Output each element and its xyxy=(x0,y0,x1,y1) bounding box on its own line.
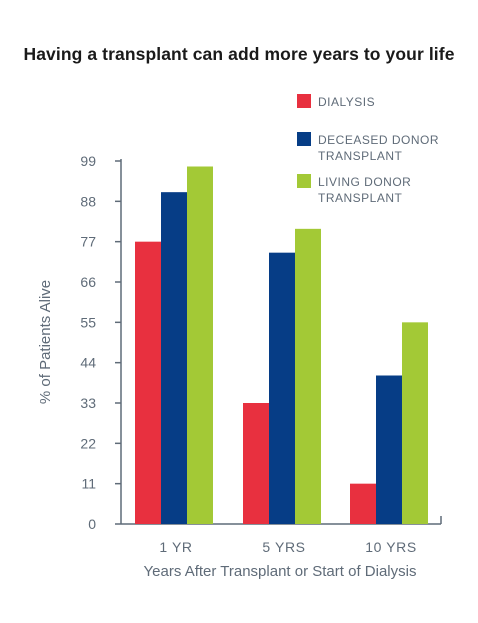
bar xyxy=(243,403,269,524)
chart-title: Having a transplant can add more years t… xyxy=(23,44,455,64)
bar xyxy=(350,483,376,524)
legend-label: LIVING DONOR xyxy=(318,175,411,189)
bar xyxy=(161,192,187,524)
y-tick-label: 22 xyxy=(80,435,96,451)
legend-label: DIALYSIS xyxy=(318,95,375,109)
y-tick-label: 0 xyxy=(88,516,96,532)
legend-label: TRANSPLANT xyxy=(318,149,403,163)
y-tick-label: 77 xyxy=(80,234,96,250)
y-tick-label: 11 xyxy=(81,476,96,492)
y-tick-label: 88 xyxy=(80,193,96,209)
bar xyxy=(376,375,402,524)
x-tick-label: 1 YR xyxy=(159,539,192,555)
legend-label: DECEASED DONOR xyxy=(318,133,439,147)
legend-swatch xyxy=(297,174,311,188)
y-tick-label: 99 xyxy=(80,153,96,169)
x-tick-label: 5 YRS xyxy=(262,539,305,555)
legend-label: TRANSPLANT xyxy=(318,191,403,205)
legend-swatch xyxy=(297,94,311,108)
y-tick-label: 33 xyxy=(80,395,96,411)
y-tick-label: 55 xyxy=(80,314,96,330)
bar xyxy=(295,228,321,525)
bar xyxy=(187,166,213,524)
bar xyxy=(269,252,295,524)
legend-swatch xyxy=(297,132,311,146)
y-tick-label: 44 xyxy=(80,355,96,371)
bar xyxy=(402,322,428,524)
y-axis-label: % of Patients Alive xyxy=(37,280,54,404)
y-tick-label: 66 xyxy=(80,274,96,290)
x-tick-label: 10 YRS xyxy=(365,539,417,555)
bar xyxy=(135,241,161,524)
x-axis-label: Years After Transplant or Start of Dialy… xyxy=(144,563,417,580)
